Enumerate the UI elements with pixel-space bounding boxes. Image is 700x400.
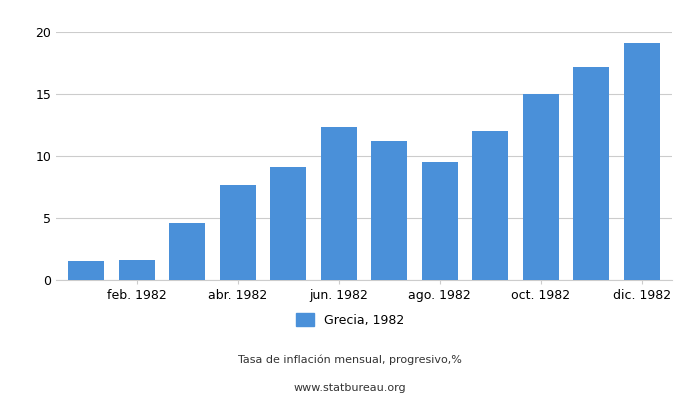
Bar [118, 260, 155, 280]
Bar [220, 184, 256, 280]
Bar [472, 131, 508, 280]
Bar [68, 262, 104, 280]
Bar [522, 94, 559, 280]
Text: Tasa de inflación mensual, progresivo,%: Tasa de inflación mensual, progresivo,% [238, 355, 462, 365]
Legend: Grecia, 1982: Grecia, 1982 [290, 308, 410, 332]
Bar [270, 167, 307, 280]
Bar [573, 67, 610, 280]
Bar [321, 128, 357, 280]
Bar [624, 43, 660, 280]
Bar [169, 223, 206, 280]
Bar [371, 141, 407, 280]
Bar [421, 162, 458, 280]
Text: www.statbureau.org: www.statbureau.org [294, 383, 406, 393]
